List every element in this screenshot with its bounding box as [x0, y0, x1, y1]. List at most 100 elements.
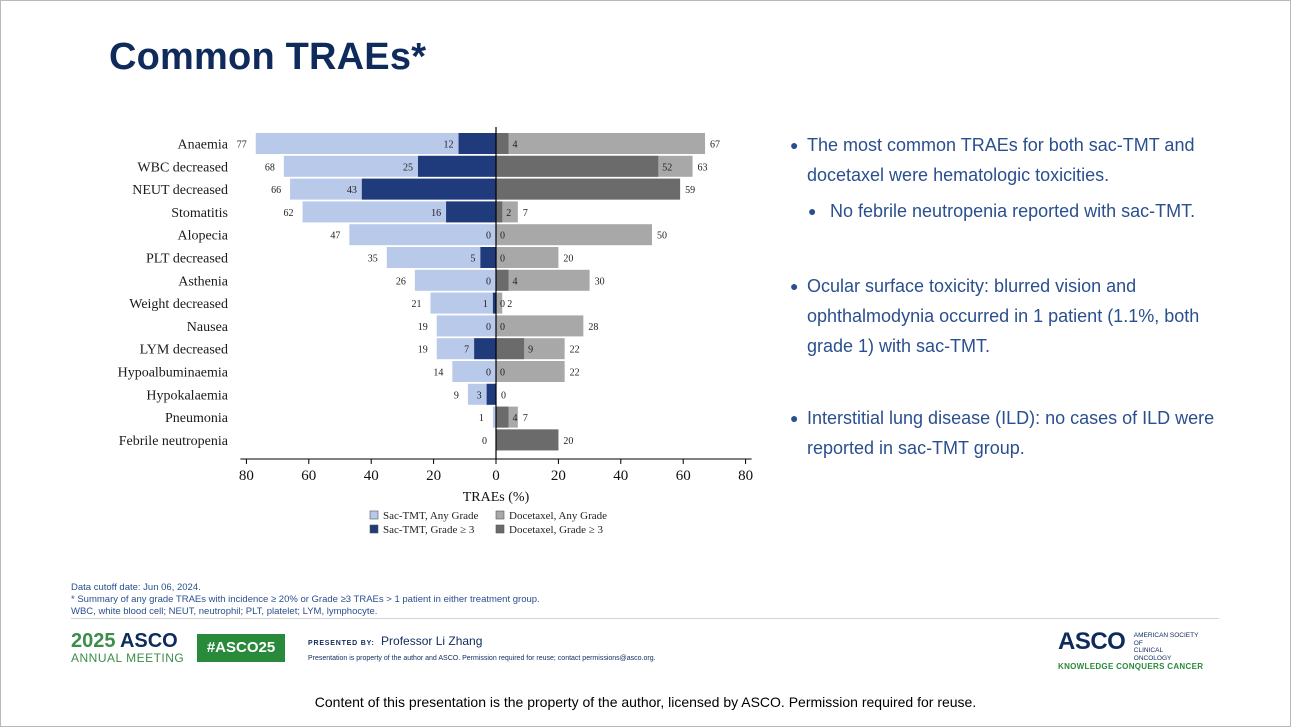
bullet-dot-icon: ● [790, 410, 799, 426]
legend-swatch [369, 524, 379, 534]
data-label-sac-any-grade: 0 [482, 436, 487, 447]
data-label-sac-grade3: 25 [403, 162, 413, 173]
category-label: LYM decreased [140, 343, 228, 358]
x-tick-label: 60 [301, 468, 316, 484]
meeting-year: 2025 [71, 630, 116, 652]
asco-logo-line2: CLINICAL ONCOLOGY [1133, 647, 1172, 662]
category-label: Asthenia [178, 274, 229, 289]
category-label: Anaemia [177, 138, 228, 153]
data-label-sac-grade3: 0 [486, 368, 491, 379]
data-label-docetaxel-any-grade: 28 [588, 322, 598, 333]
data-label-sac-grade3: 43 [347, 185, 357, 196]
category-label: Pneumonia [165, 411, 229, 426]
data-label-sac-any-grade: 62 [284, 208, 294, 219]
category-label: Stomatitis [171, 206, 228, 221]
bullet-dot-icon: ● [790, 137, 799, 153]
bar-docetaxel-grade3 [496, 269, 509, 291]
bar-docetaxel-grade3 [496, 338, 525, 360]
footer-divider [71, 618, 1219, 619]
x-tick-label: 80 [239, 468, 254, 484]
data-label-sac-grade3: 12 [444, 140, 454, 151]
presenter-name: Professor Li Zhang [381, 634, 483, 648]
bar-docetaxel-any-grade [496, 361, 565, 382]
category-label: Alopecia [177, 229, 228, 244]
data-label-docetaxel-any-grade: 22 [570, 368, 580, 379]
legend-swatch [495, 524, 505, 534]
asco-logo-org-name: AMERICAN SOCIETY OF CLINICAL ONCOLOGY [1134, 632, 1202, 662]
data-label-docetaxel-grade3: 52 [662, 162, 672, 173]
bullet-dot-icon: ● [808, 203, 817, 219]
data-label-docetaxel-grade3: 4 [512, 276, 517, 287]
hashtag-badge: #ASCO25 [197, 634, 285, 662]
bar-docetaxel-any-grade [496, 292, 503, 314]
category-label: WBC decreased [137, 160, 228, 175]
data-label-sac-grade3: 1 [483, 299, 488, 310]
data-label-sac-grade3: 0 [486, 322, 491, 333]
presenter-line: PRESENTED BY: Professor Li Zhang [308, 634, 482, 648]
data-label-sac-any-grade: 1 [479, 413, 484, 424]
legend-swatch [495, 510, 505, 520]
data-label-docetaxel-grade3: 0 [500, 299, 505, 310]
bar-sac-any-grade [452, 361, 496, 382]
data-label-docetaxel-any-grade: 20 [563, 436, 573, 447]
category-label: Febrile neutropenia [119, 434, 229, 449]
data-label-docetaxel-any-grade: 67 [710, 140, 720, 151]
data-label-docetaxel-any-grade: 50 [657, 231, 667, 242]
bar-sac-grade3 [418, 155, 496, 177]
legend-swatch [369, 510, 379, 520]
bullet-item: ● Interstitial lung disease (ILD): no ca… [790, 403, 1230, 463]
asco-logo-wordmark: ASCO [1058, 628, 1126, 655]
bar-docetaxel-grade3 [496, 406, 509, 428]
data-label-docetaxel-any-grade: 22 [570, 345, 580, 356]
category-label: Weight decreased [129, 297, 228, 312]
copyright-caption: Content of this presentation is the prop… [314, 694, 977, 710]
data-label-docetaxel-any-grade: 7 [523, 413, 528, 424]
bar-docetaxel-grade3 [496, 133, 509, 154]
data-label-sac-grade3: 0 [486, 276, 491, 287]
bullet-text: Ocular surface toxicity: blurred vision … [807, 276, 1200, 356]
bullet-dot-icon: ● [790, 278, 799, 294]
data-label-docetaxel-any-grade: 63 [698, 162, 708, 173]
data-label-docetaxel-grade3: 4 [512, 140, 517, 151]
bar-sac-grade3 [446, 201, 496, 223]
x-tick-label: 60 [676, 468, 691, 484]
bar-sac-any-grade [414, 269, 496, 291]
bar-docetaxel-any-grade [496, 133, 706, 154]
asco-logo-line1: AMERICAN SOCIETY OF [1133, 632, 1199, 647]
bar-sac-grade3 [458, 133, 496, 154]
category-label: Nausea [187, 320, 229, 335]
data-label-docetaxel-any-grade: 2 [507, 299, 512, 310]
property-note: Presentation is property of the author a… [308, 655, 656, 662]
bar-docetaxel-grade3 [496, 155, 659, 177]
bullet-item: ● The most common TRAEs for both sac-TMT… [790, 130, 1230, 190]
bar-sac-any-grade [436, 315, 496, 337]
data-label-sac-grade3: 7 [464, 345, 469, 356]
footnote-line: WBC, white blood cell; NEUT, neutrophil;… [71, 606, 378, 617]
data-label-sac-any-grade: 35 [368, 254, 378, 265]
sub-bullet-text: No febrile neutropenia reported with sac… [830, 201, 1196, 221]
data-label-docetaxel-any-grade: 0 [501, 390, 506, 401]
category-label: Hypoalbuminaemia [118, 366, 229, 381]
slide-title: Common TRAEs* [109, 36, 427, 78]
x-tick-label: 20 [426, 468, 441, 484]
data-label-docetaxel-grade3: 4 [512, 413, 517, 424]
x-tick-label: 40 [364, 468, 379, 484]
data-label-sac-grade3: 16 [431, 208, 441, 219]
x-tick-label: 0 [492, 468, 500, 484]
bar-sac-grade3 [486, 383, 496, 405]
data-label-sac-any-grade: 77 [237, 140, 247, 151]
bar-sac-grade3 [480, 247, 496, 268]
data-label-docetaxel-grade3: 0 [500, 322, 505, 333]
slide-background [46, 15, 1244, 678]
meeting-subtitle: ANNUAL MEETING [71, 651, 185, 665]
bar-docetaxel-any-grade [496, 269, 590, 291]
footnote-line: * Summary of any grade TRAEs with incide… [71, 594, 540, 605]
data-label-docetaxel-grade3: 0 [500, 254, 505, 265]
bullet-text: Interstitial lung disease (ILD): no case… [807, 408, 1215, 458]
bar-docetaxel-any-grade [496, 247, 559, 268]
bar-sac-grade3 [474, 338, 496, 360]
category-label: Hypokalaemia [146, 388, 228, 403]
sub-bullet-item: ● No febrile neutropenia reported with s… [808, 196, 1228, 226]
asco-logo-tagline: KNOWLEDGE CONQUERS CANCER [1058, 662, 1204, 671]
